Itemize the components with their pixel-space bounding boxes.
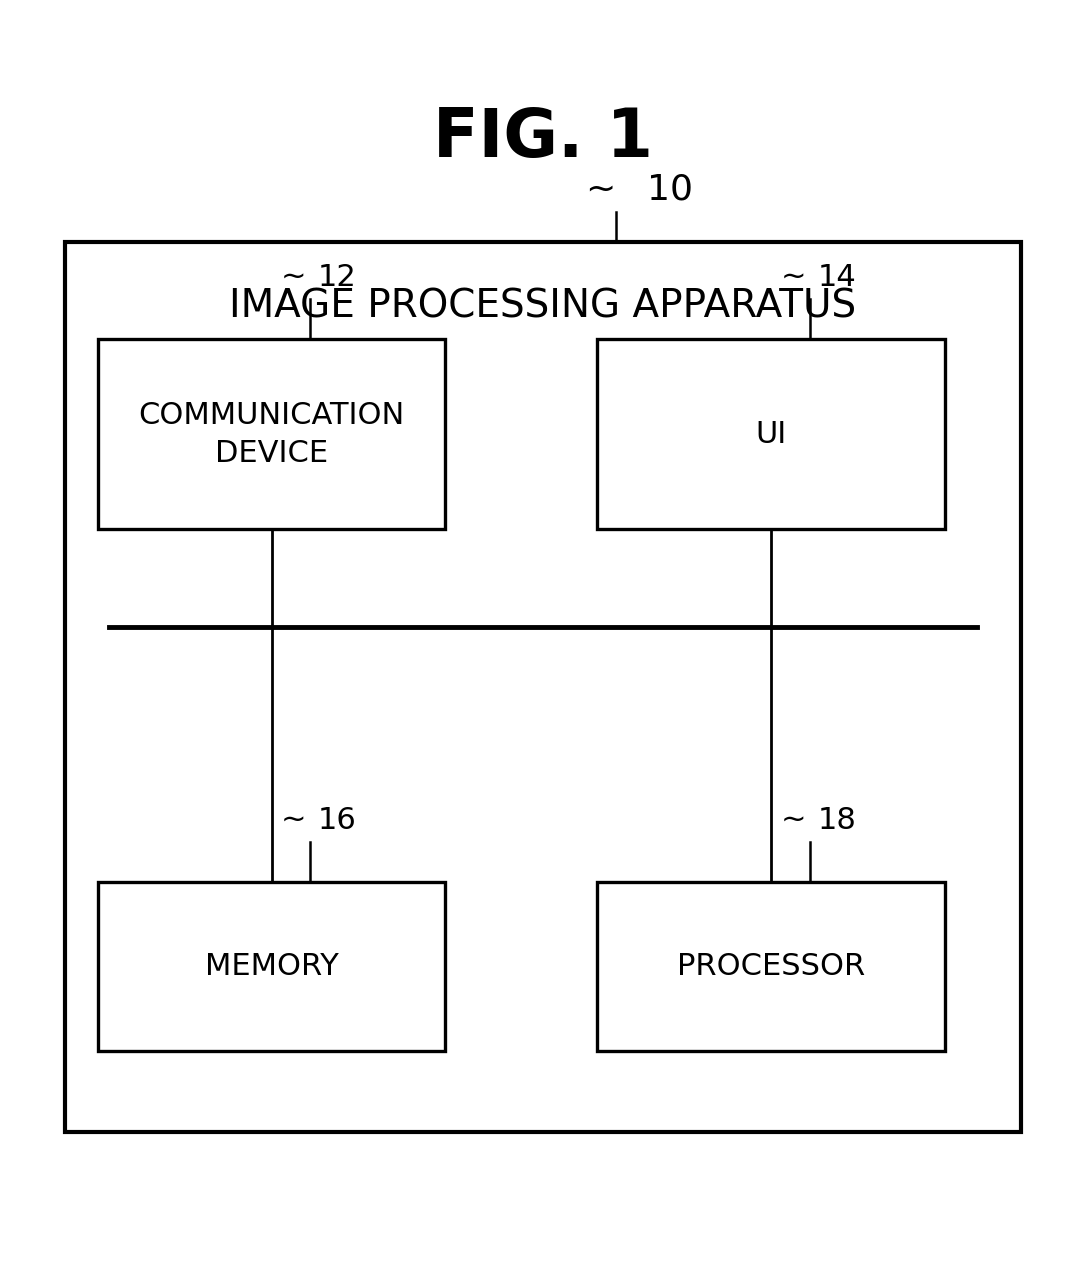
Text: ~: ~: [781, 806, 806, 835]
Text: 14: 14: [818, 263, 856, 292]
Text: ~: ~: [584, 172, 615, 206]
Text: IMAGE PROCESSING APPARATUS: IMAGE PROCESSING APPARATUS: [229, 287, 857, 325]
Text: 12: 12: [318, 263, 356, 292]
Bar: [597, 882, 945, 1051]
Bar: [98, 339, 445, 529]
Text: ~: ~: [281, 806, 306, 835]
Text: FIG. 1: FIG. 1: [433, 105, 653, 171]
Text: ~: ~: [781, 263, 806, 292]
Bar: [597, 339, 945, 529]
Text: 18: 18: [818, 806, 856, 835]
Text: PROCESSOR: PROCESSOR: [677, 953, 866, 980]
Text: 10: 10: [646, 172, 693, 206]
Text: UI: UI: [756, 420, 786, 449]
Bar: [65, 242, 1021, 1132]
Text: COMMUNICATION
DEVICE: COMMUNICATION DEVICE: [138, 401, 405, 468]
Bar: [98, 882, 445, 1051]
Text: MEMORY: MEMORY: [204, 953, 339, 980]
Text: ~: ~: [281, 263, 306, 292]
Text: 16: 16: [318, 806, 356, 835]
